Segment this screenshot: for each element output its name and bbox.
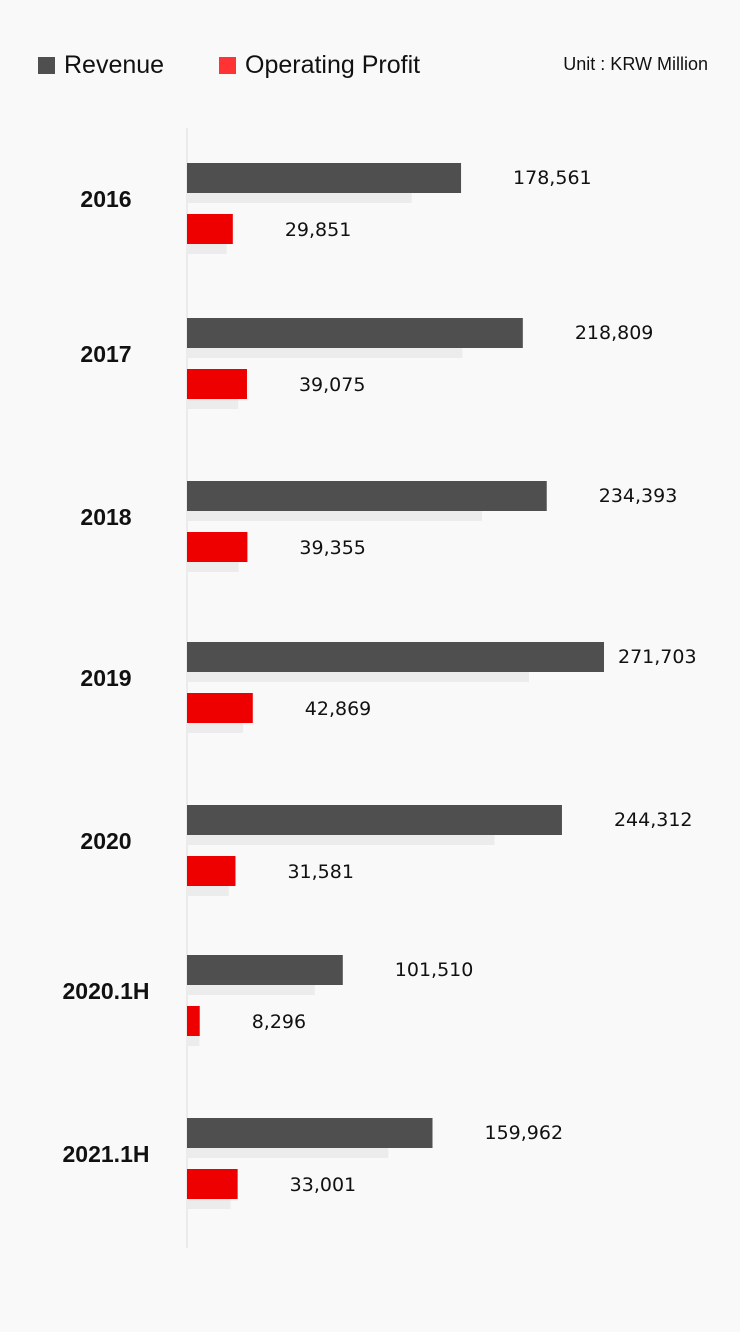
operating-profit-bar	[187, 532, 248, 562]
operating-profit-value-label: 8,296	[252, 1011, 306, 1033]
operating-profit-bar-shadow	[187, 562, 239, 572]
operating-profit-bar	[187, 693, 253, 723]
operating-profit-bar-shadow	[187, 1199, 231, 1209]
operating-profit-bar	[187, 369, 247, 399]
revenue-value-label: 234,393	[599, 485, 678, 507]
operating-profit-bar-shadow	[187, 723, 243, 733]
category-label: 2019	[80, 665, 131, 691]
operating-profit-bar-shadow	[187, 399, 239, 409]
operating-profit-value-label: 39,075	[299, 374, 365, 396]
revenue-value-label: 271,703	[618, 646, 697, 668]
operating-profit-value-label: 39,355	[299, 537, 365, 559]
operating-profit-value-label: 33,001	[290, 1174, 356, 1196]
revenue-bar-shadow	[187, 193, 412, 203]
revenue-value-label: 159,962	[485, 1122, 564, 1144]
revenue-bar	[187, 955, 343, 985]
operating-profit-bar	[187, 1169, 238, 1199]
operating-profit-swatch	[219, 56, 236, 74]
operating-profit-bar	[187, 1006, 200, 1036]
operating-profit-bar	[187, 856, 236, 886]
revenue-bar-shadow	[187, 1148, 389, 1158]
revenue-bar-shadow	[187, 672, 529, 682]
legend-label-revenue: Revenue	[64, 51, 165, 79]
revenue-bar	[187, 318, 523, 348]
revenue-value-label: 178,561	[513, 167, 592, 189]
revenue-bar-shadow	[187, 835, 495, 845]
revenue-bar	[187, 805, 562, 835]
legend-label-operating-profit: Operating Profit	[245, 51, 421, 79]
legend-item-operating-profit: Operating Profit	[219, 48, 420, 82]
revenue-bar	[187, 481, 547, 511]
operating-profit-value-label: 29,851	[285, 219, 351, 241]
revenue-bar	[187, 163, 462, 193]
category-label: 2016	[80, 186, 131, 212]
operating-profit-value-label: 42,869	[305, 698, 371, 720]
revenue-bar	[187, 642, 604, 672]
category-label: 2020	[80, 828, 131, 854]
operating-profit-value-label: 31,581	[287, 861, 353, 883]
category-label: 2021.1H	[63, 1141, 150, 1167]
unit-label: Unit : KRW Million	[563, 54, 708, 74]
operating-profit-bar	[187, 214, 233, 244]
revenue-bar-shadow	[187, 511, 482, 521]
operating-profit-bar-shadow	[187, 1036, 200, 1046]
revenue-value-label: 101,510	[395, 959, 474, 981]
revenue-value-label: 218,809	[575, 322, 654, 344]
revenue-swatch	[38, 56, 55, 74]
revenue-value-label: 244,312	[614, 809, 693, 831]
legend-item-revenue: Revenue	[38, 48, 164, 82]
revenue-bar	[187, 1118, 433, 1148]
category-label: 2020.1H	[63, 978, 150, 1004]
revenue-bar-shadow	[187, 985, 315, 995]
operating-profit-bar-shadow	[187, 244, 227, 254]
category-label: 2018	[80, 504, 131, 530]
revenue-bar-shadow	[187, 348, 463, 358]
category-label: 2017	[80, 341, 131, 367]
operating-profit-bar-shadow	[187, 886, 229, 896]
